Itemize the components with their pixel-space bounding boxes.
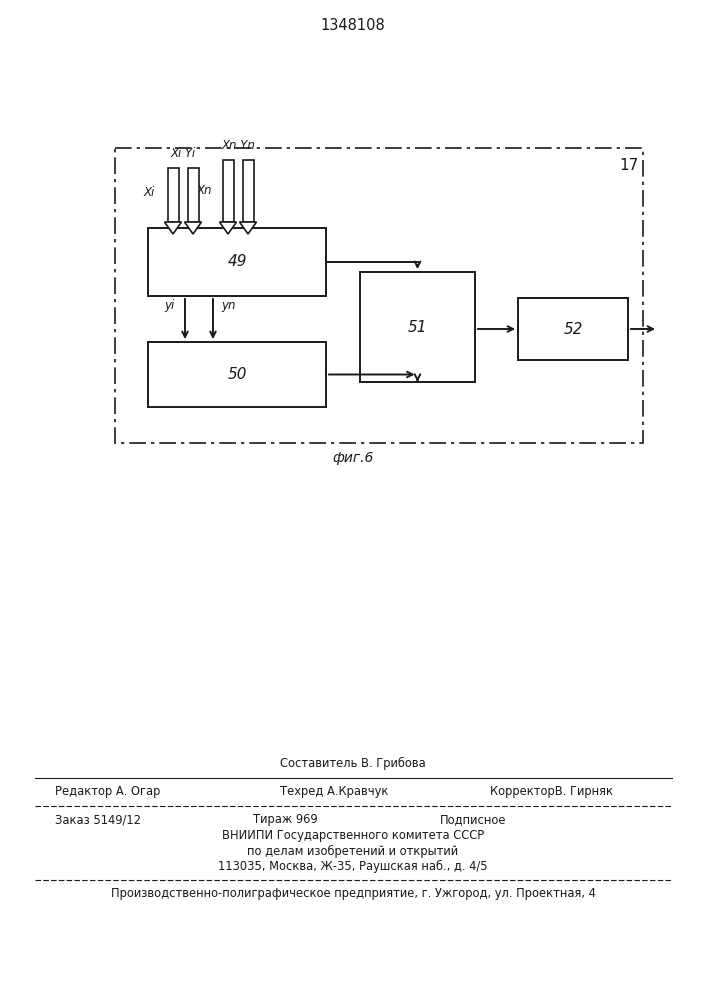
Bar [168,168,178,222]
Text: Техред А.Кравчук: Техред А.Кравчук [280,786,388,798]
Polygon shape [240,222,257,234]
Bar [148,342,326,407]
Bar [187,168,199,222]
Text: Производственно-полиграфическое предприятие, г. Ужгород, ул. Проектная, 4: Производственно-полиграфическое предприя… [110,888,595,900]
Bar [360,272,475,382]
Text: Тираж 969: Тираж 969 [253,814,317,826]
Text: yn: yn [221,300,235,312]
Text: 50: 50 [227,367,247,382]
Text: 1348108: 1348108 [321,17,385,32]
Text: 51: 51 [408,320,427,334]
Polygon shape [219,222,237,234]
Text: КорректорВ. Гирняк: КорректорВ. Гирняк [490,786,613,798]
Text: ВНИИПИ Государственного комитета СССР: ВНИИПИ Государственного комитета СССР [222,830,484,842]
Text: 113035, Москва, Ж-35, Раушская наб., д. 4/5: 113035, Москва, Ж-35, Раушская наб., д. … [218,859,488,873]
Text: 17: 17 [619,158,638,174]
Text: Xn Yn: Xn Yn [221,139,255,152]
Text: Заказ 5149/12: Заказ 5149/12 [55,814,141,826]
Text: Xn: Xn [197,184,212,196]
Text: Подписное: Подписное [440,814,506,826]
Text: фиг.6: фиг.6 [332,451,374,465]
Bar [115,148,643,443]
Bar [148,228,326,296]
Polygon shape [165,222,182,234]
Polygon shape [185,222,201,234]
Text: yi: yi [165,300,175,312]
Bar [243,160,254,222]
Text: Составитель В. Грибова: Составитель В. Грибова [280,756,426,770]
Text: 52: 52 [563,322,583,336]
Text: Xi Yi: Xi Yi [170,147,196,160]
Bar [518,298,628,360]
Text: по делам изобретений и открытий: по делам изобретений и открытий [247,844,459,858]
Text: 49: 49 [227,254,247,269]
Text: Редактор А. Огар: Редактор А. Огар [55,786,160,798]
Bar [223,160,233,222]
Text: Xi: Xi [144,186,155,200]
